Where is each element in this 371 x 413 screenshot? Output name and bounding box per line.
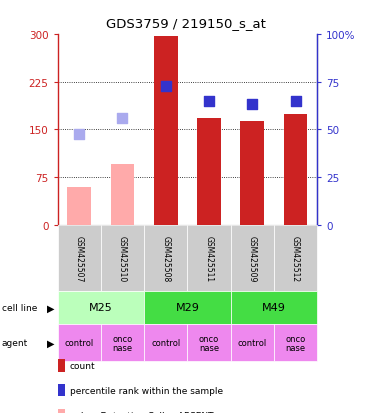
Text: control: control [238, 338, 267, 347]
Bar [111, 165, 134, 225]
Bar [240, 122, 264, 225]
Point [293, 98, 299, 105]
Text: M25: M25 [89, 303, 113, 313]
Text: count: count [70, 361, 95, 370]
Bar [284, 114, 308, 225]
Point [76, 131, 82, 138]
Text: cell line: cell line [2, 303, 37, 312]
Text: value, Detection Call = ABSENT: value, Detection Call = ABSENT [70, 411, 213, 413]
Text: percentile rank within the sample: percentile rank within the sample [70, 386, 223, 395]
Point [119, 115, 125, 122]
Bar [67, 187, 91, 225]
Text: GSM425511: GSM425511 [204, 235, 213, 281]
Point [206, 98, 212, 105]
Text: M49: M49 [262, 303, 286, 313]
Text: GSM425507: GSM425507 [75, 235, 83, 281]
Text: control: control [151, 338, 180, 347]
Text: onco
nase: onco nase [285, 334, 306, 352]
Text: M29: M29 [175, 303, 199, 313]
Bar [197, 119, 221, 225]
Text: ▶: ▶ [47, 303, 55, 313]
Point [163, 84, 169, 90]
Text: onco
nase: onco nase [112, 334, 132, 352]
Text: agent: agent [2, 338, 28, 347]
Text: GSM425508: GSM425508 [161, 235, 170, 281]
Point [249, 102, 255, 108]
Text: ▶: ▶ [47, 338, 55, 348]
Text: GSM425509: GSM425509 [248, 235, 257, 281]
Text: onco
nase: onco nase [199, 334, 219, 352]
Text: control: control [65, 338, 94, 347]
Text: GSM425510: GSM425510 [118, 235, 127, 281]
Text: GDS3759 / 219150_s_at: GDS3759 / 219150_s_at [106, 17, 265, 30]
Bar [154, 37, 178, 225]
Text: GSM425512: GSM425512 [291, 235, 300, 281]
